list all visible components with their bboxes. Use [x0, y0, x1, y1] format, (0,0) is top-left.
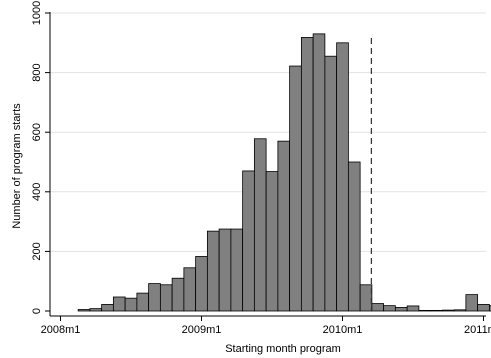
bar	[265, 171, 279, 312]
bar	[253, 138, 267, 312]
bar	[336, 42, 349, 312]
x-axis-label: Starting month program	[225, 343, 341, 355]
bar	[218, 228, 232, 312]
bar	[488, 305, 491, 312]
x-tick-label: 2010m1	[323, 324, 363, 336]
bar	[112, 296, 126, 312]
y-tick-label: 1000	[31, 1, 43, 25]
bar	[430, 309, 443, 312]
x-ticks: 2008m1 2009m1 2010m1 2011m1	[41, 316, 491, 336]
x-tick-label: 2011m1	[464, 324, 491, 336]
bar	[394, 307, 408, 312]
bar	[359, 284, 373, 312]
bar	[277, 140, 291, 312]
bar	[206, 230, 220, 312]
bar	[159, 284, 173, 312]
x-tick-label: 2008m1	[41, 324, 81, 336]
bar	[418, 309, 432, 312]
y-tick-label: 0	[31, 308, 43, 314]
bar	[124, 297, 138, 312]
bar	[465, 294, 479, 312]
y-ticks: 0 200 400 600 800 1000	[31, 1, 50, 314]
y-tick-label: 600	[31, 123, 43, 141]
bar	[183, 267, 197, 312]
y-axis-label: Number of program starts	[11, 103, 23, 229]
bar	[77, 309, 91, 312]
axes	[49, 12, 486, 317]
bar	[406, 305, 420, 312]
bar	[242, 170, 255, 312]
bar	[324, 55, 338, 312]
bar	[347, 161, 361, 312]
bar	[383, 305, 396, 312]
bars	[77, 33, 491, 312]
bar	[101, 304, 114, 312]
y-tick-label: 800	[31, 63, 43, 81]
bar	[171, 277, 185, 312]
y-tick-label: 400	[31, 183, 43, 201]
bar	[230, 228, 244, 312]
bar	[441, 309, 455, 312]
y-tick-label: 200	[31, 242, 43, 260]
bar	[148, 283, 161, 312]
bar	[453, 309, 467, 312]
x-tick-label: 2009m1	[182, 324, 222, 336]
bar	[312, 33, 326, 312]
bar	[89, 308, 103, 312]
bar	[477, 304, 490, 312]
bar	[289, 65, 302, 312]
bar	[195, 256, 208, 312]
bar	[300, 37, 314, 312]
bar	[371, 303, 385, 312]
grid-lines	[50, 12, 486, 252]
bar	[136, 292, 150, 312]
